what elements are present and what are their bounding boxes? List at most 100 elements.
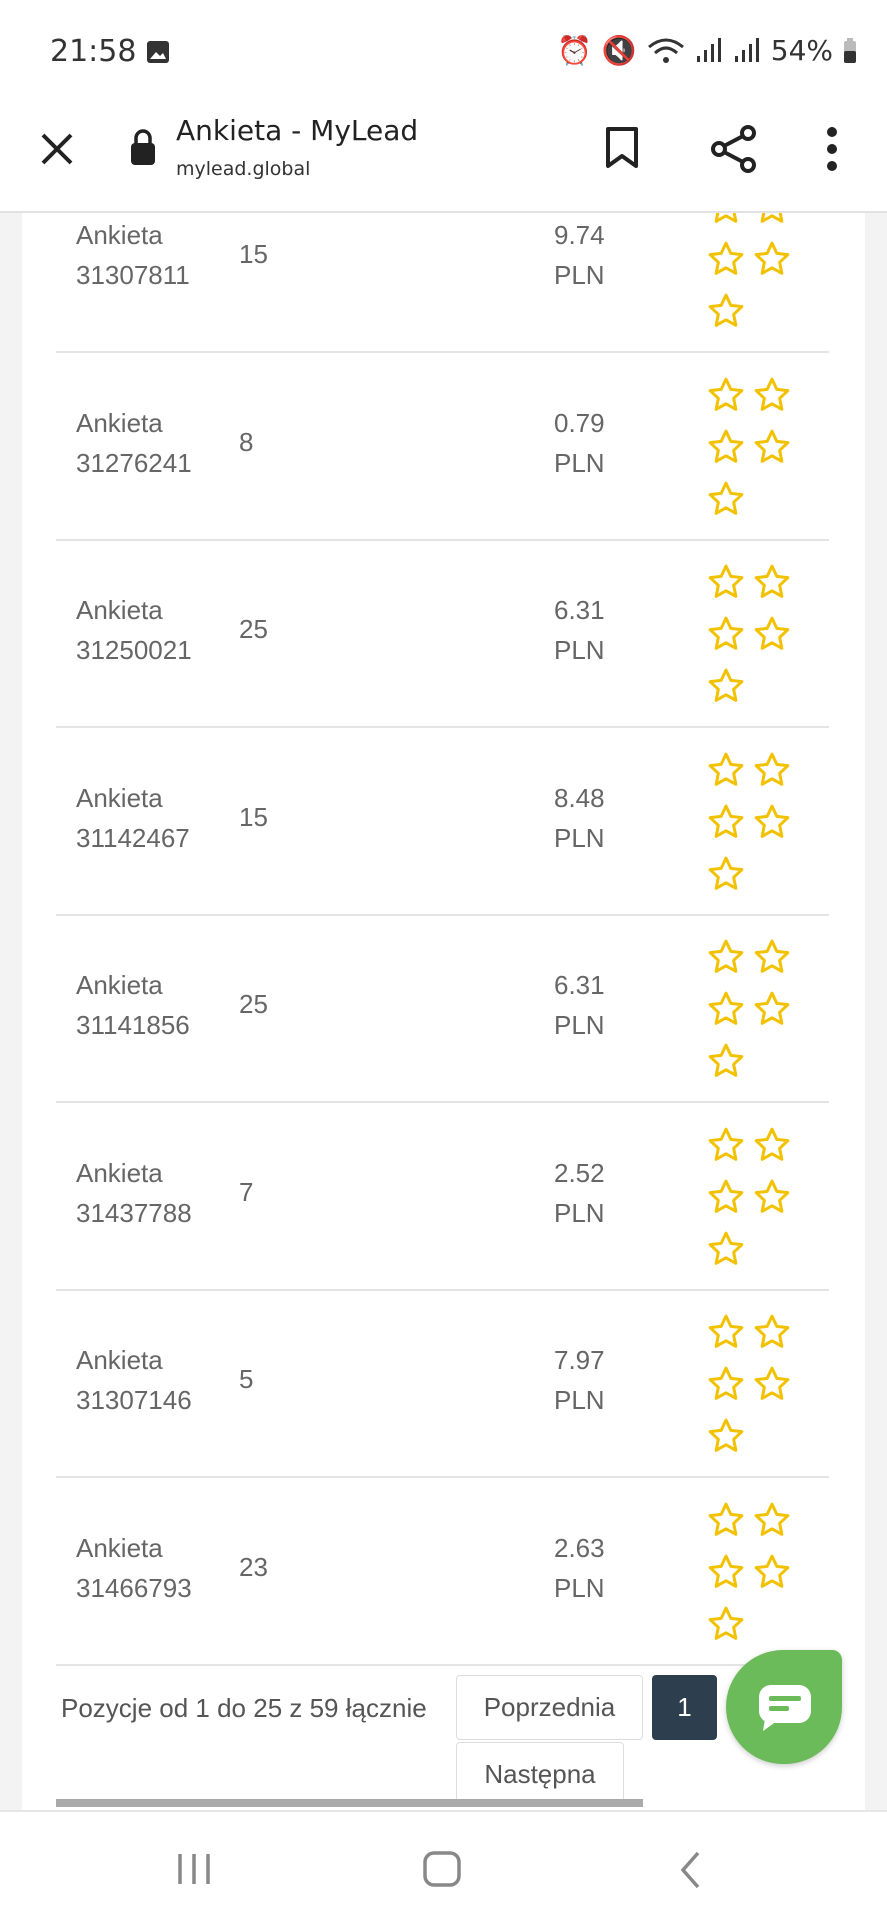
star-icon[interactable] <box>706 239 746 284</box>
back-icon[interactable] <box>678 1850 702 1890</box>
horizontal-scrollbar[interactable] <box>56 1799 643 1807</box>
star-icon[interactable] <box>706 666 746 711</box>
survey-name[interactable]: Ankieta 31276241 <box>76 403 192 483</box>
survey-price: 0.79 PLN <box>554 403 605 483</box>
survey-price: 8.48 PLN <box>554 778 605 858</box>
star-icon[interactable] <box>706 802 746 847</box>
star-icon[interactable] <box>706 1500 746 1545</box>
status-bar: 21:58 ⏰ 🔇 54% <box>0 0 887 100</box>
star-icon[interactable] <box>752 750 792 795</box>
table-row[interactable]: Ankieta 31142467 15 8.48 PLN <box>56 726 829 916</box>
home-icon[interactable] <box>422 1850 462 1888</box>
survey-count: 15 <box>239 801 268 832</box>
star-icon[interactable] <box>706 291 746 336</box>
survey-label: Ankieta <box>76 595 163 625</box>
survey-id: 31141856 <box>76 1010 190 1040</box>
star-icon[interactable] <box>706 479 746 524</box>
star-icon[interactable] <box>752 1312 792 1357</box>
survey-name[interactable]: Ankieta 31141856 <box>76 965 190 1045</box>
star-icon[interactable] <box>752 1364 792 1409</box>
star-icon[interactable] <box>706 1552 746 1597</box>
star-rating[interactable] <box>706 375 798 524</box>
star-icon[interactable] <box>706 375 746 420</box>
price-value: 6.31 <box>554 595 605 625</box>
survey-name[interactable]: Ankieta 31142467 <box>76 778 190 858</box>
survey-id: 31466793 <box>76 1572 192 1603</box>
more-options-icon[interactable] <box>825 126 839 172</box>
star-icon[interactable] <box>706 562 746 607</box>
star-rating[interactable] <box>706 562 798 711</box>
recent-apps-icon[interactable] <box>176 1852 212 1886</box>
star-icon[interactable] <box>752 239 792 284</box>
survey-name[interactable]: Ankieta 31307811 <box>76 215 190 295</box>
star-icon[interactable] <box>706 854 746 899</box>
survey-name[interactable]: Ankieta 31466793 <box>76 1528 192 1608</box>
alarm-icon: ⏰ <box>557 34 592 67</box>
star-icon[interactable] <box>752 562 792 607</box>
table-row[interactable]: Ankieta 31250021 25 6.31 PLN <box>56 538 829 728</box>
lock-icon[interactable] <box>128 128 158 166</box>
table-row[interactable]: Ankieta 31276241 8 0.79 PLN <box>56 351 829 541</box>
page-1-button[interactable]: 1 <box>652 1675 717 1740</box>
star-icon[interactable] <box>752 937 792 982</box>
star-icon[interactable] <box>752 989 792 1034</box>
star-icon[interactable] <box>706 1312 746 1357</box>
star-icon[interactable] <box>752 1500 792 1545</box>
wifi-icon <box>647 38 684 63</box>
star-icon[interactable] <box>706 427 746 472</box>
battery-percent: 54% <box>770 34 833 67</box>
bookmark-icon[interactable] <box>604 126 640 170</box>
next-page-button[interactable]: Następna <box>456 1742 624 1807</box>
star-icon[interactable] <box>706 1041 746 1086</box>
star-rating[interactable] <box>706 750 798 899</box>
pagination-info: Pozycje od 1 do 25 z 59 łącznie <box>61 1693 427 1723</box>
table-row[interactable]: Ankieta 31307146 5 7.97 PLN <box>56 1288 829 1478</box>
star-icon[interactable] <box>752 1552 792 1597</box>
previous-page-button[interactable]: Poprzednia <box>456 1675 643 1740</box>
survey-label: Ankieta <box>76 220 163 250</box>
share-icon[interactable] <box>710 124 758 174</box>
star-icon[interactable] <box>706 1125 746 1170</box>
close-icon[interactable] <box>40 132 74 166</box>
table-row[interactable]: Ankieta 31141856 25 6.31 PLN <box>56 913 829 1103</box>
price-currency: PLN <box>554 447 605 478</box>
star-icon[interactable] <box>706 1364 746 1409</box>
price-value: 2.63 <box>554 1532 605 1563</box>
table-row[interactable]: Ankieta 31466793 23 2.63 PLN <box>56 1476 829 1666</box>
star-icon[interactable] <box>706 1177 746 1222</box>
star-icon[interactable] <box>706 614 746 659</box>
table-row[interactable]: Ankieta 31437788 7 2.52 PLN <box>56 1101 829 1291</box>
mute-icon: 🔇 <box>601 34 637 67</box>
survey-name[interactable]: Ankieta 31250021 <box>76 590 192 670</box>
star-rating[interactable] <box>706 937 798 1086</box>
survey-name[interactable]: Ankieta 31307146 <box>76 1340 192 1420</box>
star-icon[interactable] <box>706 1229 746 1274</box>
star-rating[interactable] <box>706 1125 798 1274</box>
star-rating[interactable] <box>706 1312 798 1461</box>
star-icon[interactable] <box>706 1416 746 1461</box>
chat-button[interactable] <box>726 1650 842 1764</box>
star-icon[interactable] <box>752 1177 792 1222</box>
survey-price: 9.74 PLN <box>554 215 605 295</box>
star-icon[interactable] <box>752 427 792 472</box>
chat-icon <box>759 1685 811 1731</box>
star-icon[interactable] <box>706 1604 746 1649</box>
star-icon[interactable] <box>706 750 746 795</box>
star-icon[interactable] <box>752 802 792 847</box>
table-row[interactable]: Ankieta 31307811 15 9.74 PLN <box>56 163 829 353</box>
status-icons: ⏰ 🔇 54% <box>557 34 857 67</box>
star-icon[interactable] <box>752 614 792 659</box>
star-icon[interactable] <box>752 375 792 420</box>
survey-label: Ankieta <box>76 782 163 813</box>
price-value: 0.79 <box>554 407 605 438</box>
survey-id: 31307811 <box>76 260 190 290</box>
star-rating[interactable] <box>706 1500 798 1649</box>
survey-label: Ankieta <box>76 970 163 1000</box>
page-url[interactable]: mylead.global <box>176 158 311 180</box>
star-icon[interactable] <box>706 937 746 982</box>
price-currency: PLN <box>554 1572 605 1603</box>
survey-name[interactable]: Ankieta 31437788 <box>76 1153 192 1233</box>
star-icon[interactable] <box>752 1125 792 1170</box>
survey-label: Ankieta <box>76 1532 163 1563</box>
star-icon[interactable] <box>706 989 746 1034</box>
